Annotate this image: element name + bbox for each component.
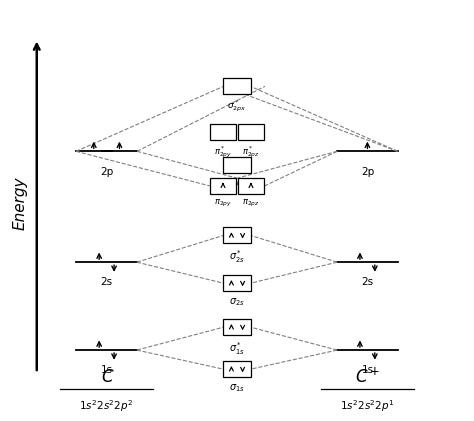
Text: 1s: 1s xyxy=(100,365,113,375)
Text: 2p: 2p xyxy=(100,167,113,177)
Text: $\sigma^*_{2px}$: $\sigma^*_{2px}$ xyxy=(227,99,247,115)
Text: $1s^22s^22p^2$: $1s^22s^22p^2$ xyxy=(80,398,134,414)
Bar xyxy=(224,361,250,377)
Bar xyxy=(210,178,236,194)
Text: 1s: 1s xyxy=(361,365,374,375)
Text: $\pi^*_{2pz}$: $\pi^*_{2pz}$ xyxy=(242,145,260,160)
Bar xyxy=(224,157,250,173)
Text: 2s: 2s xyxy=(100,277,113,287)
Text: $\sigma_{2px}$: $\sigma_{2px}$ xyxy=(227,177,247,189)
Text: $\sigma^*_{1s}$: $\sigma^*_{1s}$ xyxy=(229,340,245,357)
Text: 2s: 2s xyxy=(361,277,374,287)
Text: Energy: Energy xyxy=(13,176,28,230)
Bar xyxy=(224,227,250,243)
Text: $\sigma_{1s}$: $\sigma_{1s}$ xyxy=(229,382,245,394)
Bar xyxy=(224,275,250,291)
Bar xyxy=(224,78,250,94)
Text: 2p: 2p xyxy=(361,167,374,177)
Bar xyxy=(238,124,264,140)
Bar xyxy=(238,178,264,194)
Text: $\pi_{2py}$: $\pi_{2py}$ xyxy=(214,198,232,209)
Text: $\pi^*_{2py}$: $\pi^*_{2py}$ xyxy=(214,145,232,160)
Text: $\sigma^*_{2s}$: $\sigma^*_{2s}$ xyxy=(229,248,245,265)
Bar xyxy=(210,124,236,140)
Text: $\sigma_{2s}$: $\sigma_{2s}$ xyxy=(229,296,245,308)
Text: $1s^22s^22p^1$: $1s^22s^22p^1$ xyxy=(340,398,395,414)
Text: C$^+$: C$^+$ xyxy=(355,367,380,386)
Text: C: C xyxy=(101,368,112,386)
Text: $\pi_{2pz}$: $\pi_{2pz}$ xyxy=(242,198,260,209)
Bar xyxy=(224,319,250,335)
